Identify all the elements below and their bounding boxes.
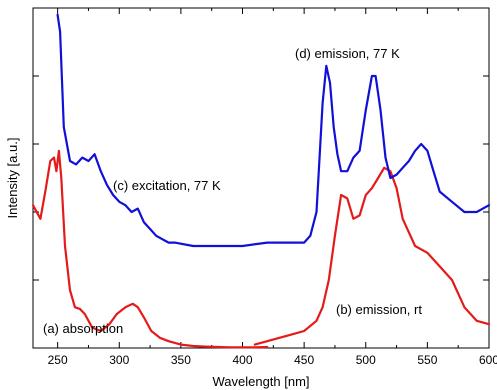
series-line-3 xyxy=(315,64,491,214)
series-layer xyxy=(31,13,491,349)
x-axis-title: Wavelength [nm] xyxy=(212,374,309,389)
x-tick-label: 450 xyxy=(294,353,314,367)
x-tick-label: 400 xyxy=(232,353,252,367)
x-ticks: 250 300 350 400 450 500 550 600 xyxy=(48,8,497,367)
x-tick-label: 600 xyxy=(479,353,497,367)
plot-frame xyxy=(32,7,490,349)
annotation-label: (b) emission, rt xyxy=(336,302,422,317)
x-tick-label: 300 xyxy=(109,353,129,367)
x-tick-label: 250 xyxy=(48,353,68,367)
series-line-2 xyxy=(56,13,318,248)
y-axis-title: Intensity [a.u.] xyxy=(5,138,20,219)
series-line-0 xyxy=(31,149,269,349)
x-tick-label: 350 xyxy=(171,353,191,367)
annotation-label: (c) excitation, 77 K xyxy=(113,178,221,193)
annotation-label: (a) absorption xyxy=(43,321,123,336)
annotation-label: (d) emission, 77 K xyxy=(295,46,400,61)
x-tick-label: 500 xyxy=(356,353,376,367)
annotations: (a) absorption (b) emission, rt (c) excita… xyxy=(43,46,422,336)
series-line-1 xyxy=(253,166,491,346)
x-tick-label: 550 xyxy=(417,353,437,367)
